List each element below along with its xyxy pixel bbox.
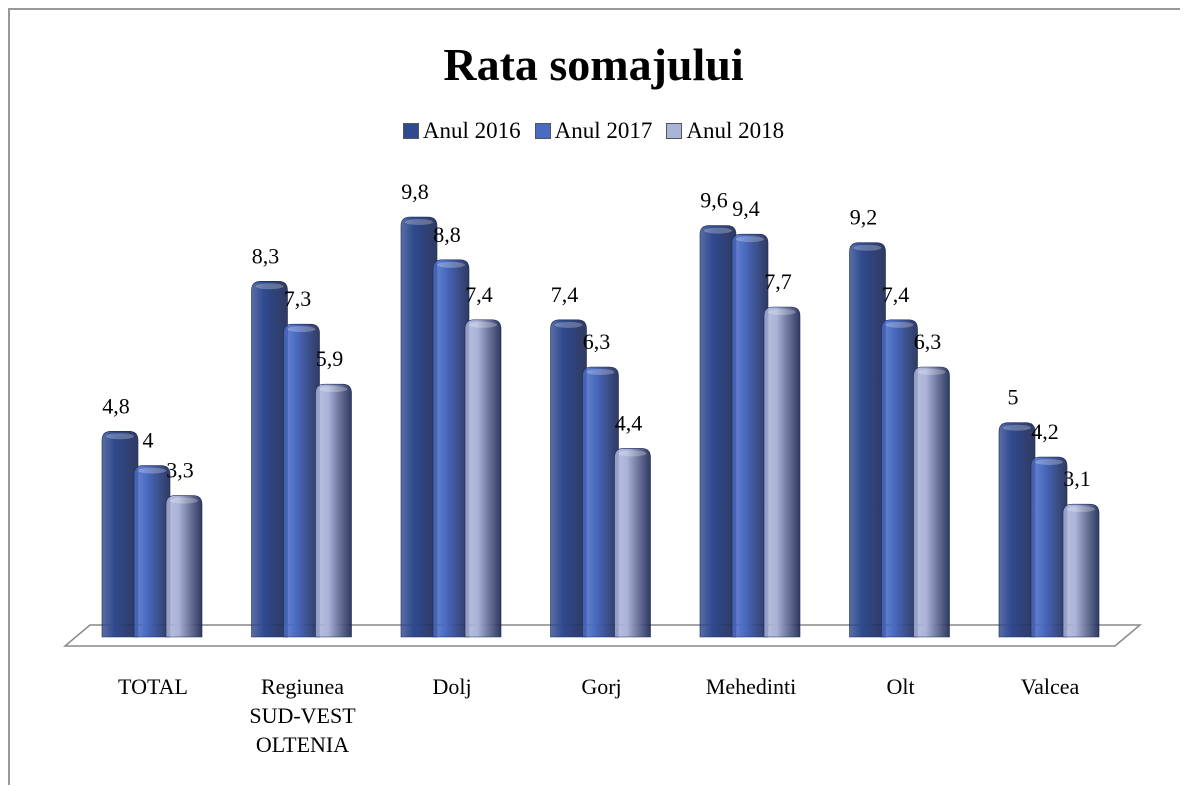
bar-cap (319, 386, 348, 393)
x-tick-label: Mehedinti (705, 674, 797, 699)
bar (881, 319, 918, 638)
data-label: 8,3 (252, 243, 280, 268)
x-tick-label: Valcea (1020, 674, 1080, 699)
data-label: 5 (1008, 385, 1019, 410)
legend-swatch (666, 123, 683, 139)
bar-cap (885, 321, 914, 328)
bar (133, 465, 171, 638)
data-label: 4,2 (1031, 419, 1059, 444)
bar-cap (1067, 506, 1095, 513)
bar (913, 366, 950, 638)
bar (614, 448, 651, 638)
bar (1062, 503, 1100, 638)
bar-cap (1003, 424, 1031, 431)
bar-cap (736, 236, 764, 243)
bar-cap (138, 467, 166, 474)
bar (283, 323, 320, 638)
bar (165, 495, 203, 638)
data-label: 5,9 (316, 346, 344, 371)
bar (699, 225, 737, 638)
bar-cap (405, 219, 433, 225)
bar-cap (853, 244, 882, 251)
data-label: 7,4 (465, 282, 493, 307)
bar-cap (1035, 459, 1063, 465)
data-label: 3,3 (166, 458, 194, 483)
data-label: 9,2 (850, 205, 878, 230)
bar-cap (586, 369, 615, 375)
bar-cap (618, 450, 647, 457)
data-label: 4,4 (615, 410, 643, 435)
bar (464, 319, 502, 638)
legend: Anul 2016 Anul 2017 Anul 2018 (0, 118, 1187, 144)
bar-cap (917, 369, 946, 375)
bar (763, 306, 801, 638)
x-tick-label: Olt (886, 674, 915, 699)
x-tick-label: Regiunea SUD-VEST OLTENIA (249, 674, 356, 757)
bar (998, 422, 1036, 638)
data-label: 3,1 (1063, 466, 1091, 491)
bar (550, 319, 587, 638)
bar (400, 216, 438, 638)
data-label: 7,7 (764, 269, 792, 294)
data-label: 6,3 (914, 329, 942, 354)
bar (432, 259, 470, 638)
legend-item: Anul 2016 (402, 118, 521, 144)
data-label: 8,8 (433, 222, 461, 247)
bar (101, 430, 139, 638)
bar-cap (255, 283, 284, 290)
data-label: 4,8 (102, 393, 130, 418)
data-label: 7,4 (551, 282, 579, 307)
bar (849, 242, 886, 638)
bar-cap (437, 261, 465, 268)
bar-cap (106, 433, 134, 440)
x-tick-label: TOTAL (118, 674, 188, 699)
legend-label: Anul 2018 (686, 118, 785, 143)
data-label: 7,3 (284, 286, 312, 311)
chart-title: Rata somajului (443, 39, 744, 90)
x-tick-label: Dolj (432, 674, 472, 699)
bar-cap (768, 309, 796, 315)
data-label: 4 (143, 428, 154, 453)
bar-cap (170, 497, 198, 504)
data-label: 7,4 (882, 282, 910, 307)
data-label: 9,4 (732, 196, 760, 221)
bar-cap (704, 227, 732, 234)
bar (315, 383, 352, 638)
bar-cap (554, 321, 583, 328)
legend-item: Anul 2018 (666, 118, 784, 144)
bar-cap (287, 326, 316, 333)
data-label: 9,6 (700, 188, 728, 213)
data-label: 6,3 (583, 329, 611, 354)
bar (731, 233, 769, 638)
bar (251, 280, 288, 638)
legend-item: Anul 2017 (534, 118, 653, 144)
frame (8, 8, 1180, 785)
legend-label: Anul 2017 (554, 118, 653, 143)
legend-label: Anul 2016 (422, 118, 521, 143)
data-label: 9,8 (401, 179, 429, 204)
bar-cap (469, 321, 497, 328)
legend-swatch (402, 123, 419, 139)
legend-swatch (534, 123, 551, 139)
x-tick-label: Gorj (581, 674, 622, 699)
bar (582, 366, 619, 638)
bar (1030, 456, 1068, 638)
